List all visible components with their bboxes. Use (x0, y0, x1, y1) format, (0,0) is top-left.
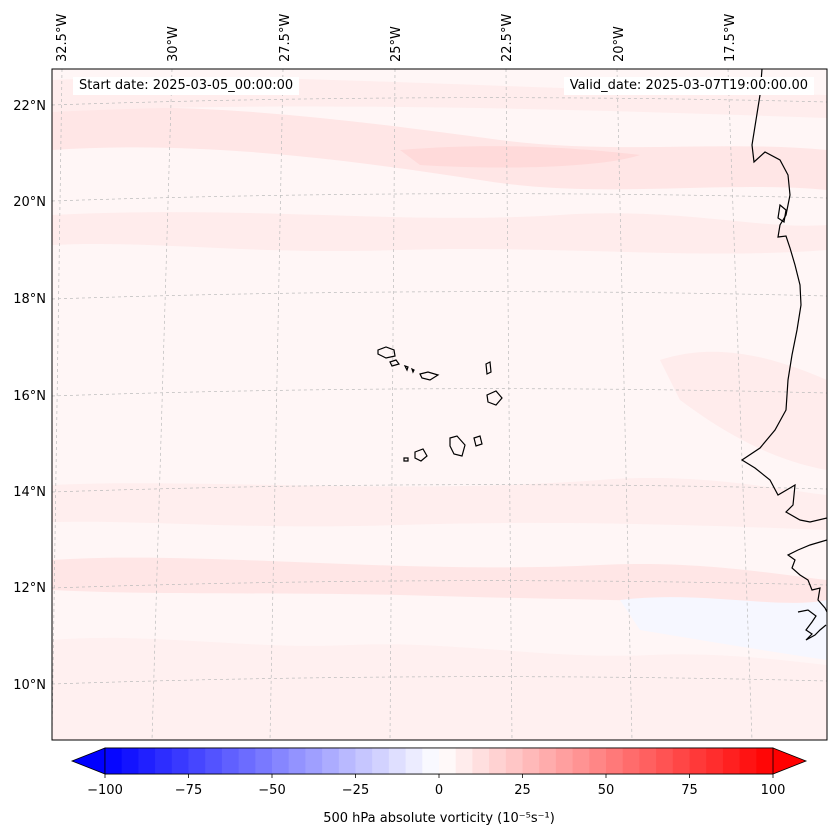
vorticity-band (660, 351, 827, 470)
lat-label: 16°N (13, 389, 46, 404)
colorbar-segment (722, 748, 741, 774)
lon-label: 27.5°W (278, 14, 293, 62)
lat-labels: 22°N 20°N 18°N 16°N 14°N 12°N 10°N (13, 99, 46, 693)
vorticity-band (400, 146, 640, 168)
vorticity-band (52, 637, 827, 740)
african-coastline (777, 203, 787, 224)
colorbar-segment (689, 748, 707, 774)
colorbar-segments (104, 747, 774, 775)
lon-label: 20°W (612, 26, 627, 62)
colorbar-segment (322, 748, 340, 774)
colorbar-segment (589, 748, 607, 774)
colorbar-tick-label: 75 (681, 783, 698, 798)
colorbar-segment (472, 748, 490, 774)
colorbar-segment (539, 748, 557, 774)
lat-label: 12°N (13, 581, 46, 596)
colorbar-tick-label: 100 (761, 783, 786, 798)
lon-labels: 32.5°W 30°W 27.5°W 25°W 22.5°W 20°W 17.5… (55, 14, 738, 62)
colorbar-segment (221, 748, 240, 774)
start-date-label: Start date: 2025-03-05_00:00:00 (73, 77, 300, 95)
colorbar-segment (639, 748, 657, 774)
colorbar-segment (706, 748, 724, 774)
colorbar-label: 500 hPa absolute vorticity (10⁻⁵s⁻¹) (323, 811, 555, 826)
lat-label: 20°N (13, 195, 46, 210)
lat-label: 14°N (13, 485, 46, 500)
colorbar-tick-label: 0 (435, 783, 443, 798)
lat-label: 10°N (13, 678, 46, 693)
lon-label: 17.5°W (723, 14, 738, 62)
lon-label: 32.5°W (55, 14, 70, 62)
lon-label: 25°W (389, 26, 404, 62)
cape-verde-islands (377, 346, 503, 462)
valid-date-label: Valid_date: 2025-03-07T19:00:00.00 (563, 77, 814, 95)
colorbar-ticks: −100 −75 −50 −25 0 25 50 75 100 (87, 774, 785, 798)
colorbar-segment (355, 748, 373, 774)
lon-label: 30°W (166, 26, 181, 62)
colorbar-segment (171, 748, 189, 774)
colorbar-segment (422, 748, 440, 774)
vorticity-band (52, 477, 827, 530)
african-coastline (786, 539, 827, 613)
colorbar-segment (672, 748, 690, 774)
colorbar-extend-max (772, 747, 808, 775)
colorbar-segment (138, 748, 156, 774)
colorbar-segment (522, 748, 540, 774)
colorbar-segment (455, 748, 473, 774)
colorbar-tick-label: 50 (598, 783, 615, 798)
colorbar-segment (739, 748, 757, 774)
colorbar-segment (656, 748, 674, 774)
graticule (52, 69, 827, 740)
colorbar-segment (255, 748, 273, 774)
colorbar-tick-label: −100 (87, 783, 123, 798)
colorbar-tick-label: 25 (514, 783, 531, 798)
colorbar-tick-label: −50 (258, 783, 285, 798)
lat-label: 18°N (13, 292, 46, 307)
african-coastline (797, 609, 827, 641)
colorbar-segment (572, 748, 590, 774)
vorticity-band (620, 597, 827, 660)
colorbar-segment (756, 748, 774, 774)
map-frame (51, 68, 828, 741)
colorbar-segment (372, 748, 390, 774)
colorbar-segment (622, 748, 640, 774)
colorbar-segment (338, 748, 356, 774)
colorbar-tick-label: −75 (175, 783, 202, 798)
colorbar-extend-min (70, 747, 106, 775)
colorbar-segment (272, 748, 290, 774)
colorbar-segment (288, 748, 306, 774)
vorticity-band (52, 557, 827, 610)
colorbar-segment (155, 748, 173, 774)
colorbar-segment (388, 748, 407, 774)
colorbar-segment (305, 748, 323, 774)
vorticity-band (52, 212, 827, 254)
african-coastline (740, 69, 827, 523)
colorbar-segment (439, 748, 457, 774)
colorbar-segment (205, 748, 223, 774)
colorbar: −100 −75 −50 −25 0 25 50 75 100 500 hPa absolute… (70, 747, 808, 826)
lon-label: 22.5°W (500, 14, 515, 62)
colorbar-segment (489, 748, 507, 774)
colorbar-segment (188, 748, 206, 774)
lat-label: 22°N (13, 99, 46, 114)
colorbar-segment (121, 748, 139, 774)
vorticity-field (52, 69, 827, 740)
colorbar-segment (555, 748, 574, 774)
colorbar-segment (238, 748, 256, 774)
colorbar-segment (105, 748, 123, 774)
colorbar-segment (606, 748, 624, 774)
colorbar-tick-label: −25 (342, 783, 369, 798)
colorbar-segment (505, 748, 523, 774)
colorbar-segment (405, 748, 423, 774)
